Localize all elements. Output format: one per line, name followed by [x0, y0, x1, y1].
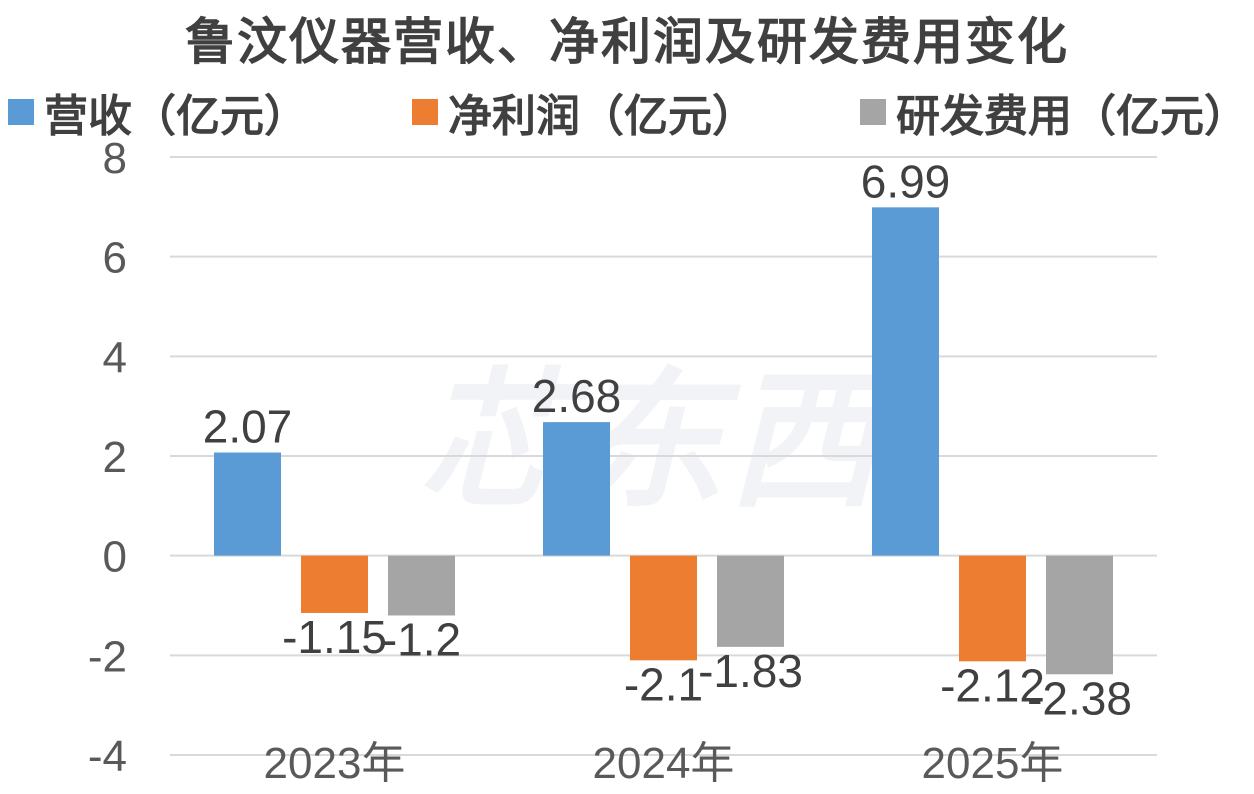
y-tick-label: -4: [88, 732, 127, 781]
watermark-logo: 芯东西: [420, 357, 883, 525]
data-label: 6.99: [861, 155, 951, 207]
bar: [214, 452, 281, 556]
legend-item-rd-expense: 研发费用（亿元）: [860, 80, 1248, 144]
y-tick-label: 4: [103, 333, 127, 382]
legend-item-revenue: 营收（亿元）: [8, 80, 308, 144]
data-label: -2.12: [940, 659, 1045, 711]
data-label: -1.2: [382, 613, 461, 665]
bars: [214, 207, 1113, 675]
bar: [872, 207, 939, 556]
x-category-label: 2024年: [593, 739, 735, 788]
data-label: -1.83: [698, 645, 803, 697]
legend-swatch-revenue: [8, 99, 34, 125]
bar: [301, 555, 368, 613]
data-label: -2.1: [624, 658, 703, 710]
chart-title: 鲁汶仪器营收、净利润及研发费用变化: [185, 14, 1069, 70]
legend-label-revenue: 营收（亿元）: [44, 92, 308, 141]
legend-swatch-net-profit: [412, 99, 438, 125]
data-label: -1.15: [282, 611, 387, 663]
legend-item-net-profit: 净利润（亿元）: [412, 80, 756, 144]
bar: [388, 555, 455, 616]
x-category-label: 2025年: [922, 739, 1064, 788]
bar: [543, 422, 610, 556]
data-labels: 2.07 -1.15-1.2 2.68 -2.1-1.83 6.99 -2.12-2.38: [203, 155, 1132, 724]
bar: [717, 555, 784, 647]
data-label: 2.07: [203, 401, 293, 453]
legend-label-rd-expense: 研发费用（亿元）: [896, 92, 1248, 141]
data-label: -2.38: [1027, 672, 1132, 724]
chart-legend: 营收（亿元） 净利润（亿元） 研发费用（亿元）: [8, 80, 1248, 144]
y-tick-label: 8: [103, 134, 127, 183]
x-category-label: 2023年: [264, 739, 406, 788]
legend-label-net-profit: 净利润（亿元）: [448, 92, 756, 141]
y-tick-label: -2: [88, 632, 127, 681]
bar: [959, 555, 1026, 662]
axis-labels: -4 -2 0 2 4 6 8 2023年 2024年 2025年: [88, 134, 1064, 788]
data-label: 2.68: [532, 370, 622, 422]
bar: [630, 555, 697, 661]
y-tick-label: 0: [103, 533, 127, 582]
y-tick-label: 6: [103, 234, 127, 283]
bar: [1046, 555, 1113, 675]
legend-swatch-rd-expense: [860, 99, 886, 125]
y-tick-label: 2: [103, 433, 127, 482]
